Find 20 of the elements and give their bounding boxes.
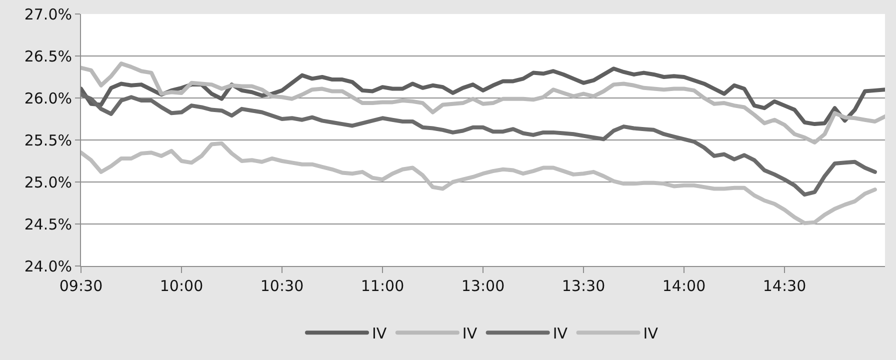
y-tick-label: 25.0% [24, 173, 72, 192]
x-tick-label: 14:00 [662, 277, 706, 295]
x-tick-label: 10:30 [260, 277, 304, 295]
y-tick-label: 25.5% [24, 131, 72, 150]
legend-label: IV [462, 324, 478, 342]
x-tick-label: 14:30 [762, 277, 806, 295]
x-tick-label: 11:00 [360, 277, 404, 295]
y-tick-label: 24.0% [24, 257, 72, 276]
x-tick-label: 10:00 [160, 277, 204, 295]
x-tick-label: 13:30 [562, 277, 606, 295]
legend-label: IV [643, 324, 659, 342]
y-tick-label: 26.5% [24, 47, 72, 66]
y-tick-label: 26.0% [24, 89, 72, 108]
x-tick-label: 09:30 [59, 277, 103, 295]
y-tick-label: 24.5% [24, 215, 72, 234]
legend-label: IV [552, 324, 568, 342]
line-series [81, 141, 877, 226]
legend-label: IV [372, 324, 388, 342]
y-tick-label: 27.0% [24, 5, 72, 24]
x-tick-label: 13:00 [461, 277, 505, 295]
